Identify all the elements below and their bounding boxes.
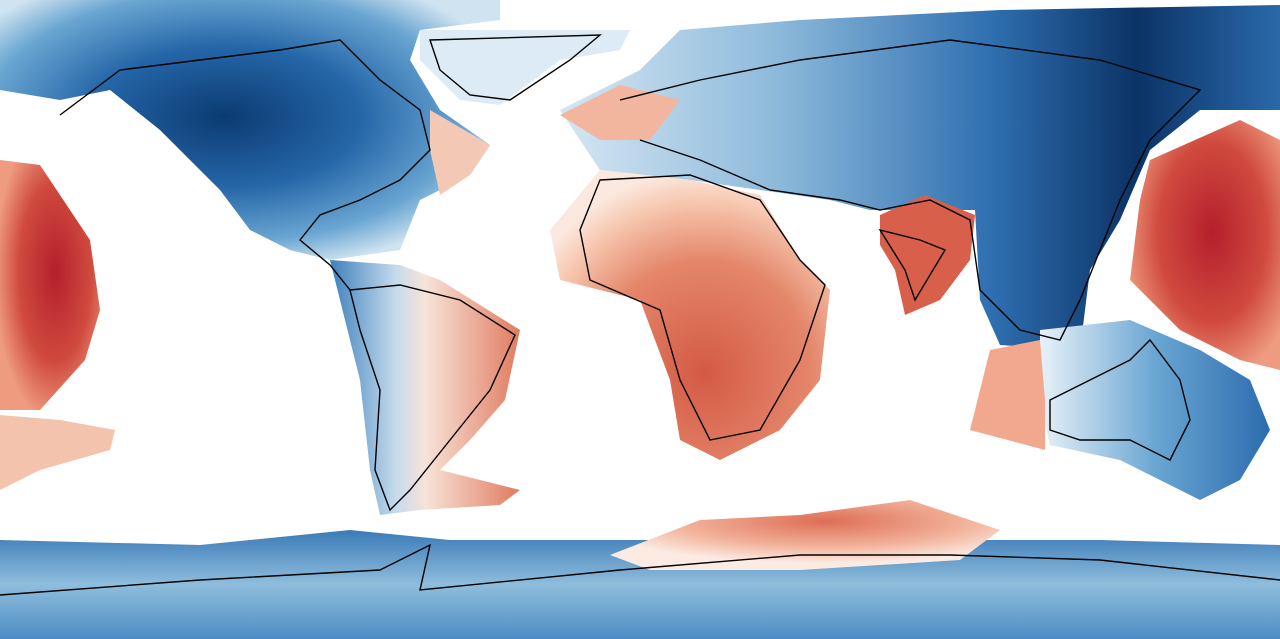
antarctica-red bbox=[610, 500, 1000, 570]
coastlines bbox=[0, 34, 1280, 596]
coast-africa bbox=[579, 174, 826, 441]
coast-north-america bbox=[59, 39, 431, 291]
india-field bbox=[880, 195, 975, 315]
greenland-field bbox=[420, 30, 630, 105]
north-atlantic-red bbox=[560, 85, 680, 140]
eurasia-field bbox=[560, 5, 1280, 350]
coast-south-america bbox=[349, 284, 516, 512]
australia-field bbox=[1040, 320, 1270, 500]
coast-australia bbox=[1049, 338, 1191, 461]
north-america-field bbox=[0, 0, 500, 260]
south-pacific-field bbox=[0, 415, 115, 490]
coast-antarctica bbox=[0, 543, 1280, 596]
labrador-field bbox=[430, 110, 490, 195]
africa-field bbox=[550, 170, 830, 460]
coast-eurasia bbox=[619, 39, 1202, 341]
indian-ocean-red bbox=[970, 340, 1045, 450]
coast-india bbox=[878, 228, 947, 302]
south-america-field bbox=[330, 260, 520, 515]
pacific-west-red bbox=[0, 160, 100, 410]
pacific-east-red bbox=[1130, 120, 1280, 370]
coast-greenland bbox=[429, 34, 603, 101]
